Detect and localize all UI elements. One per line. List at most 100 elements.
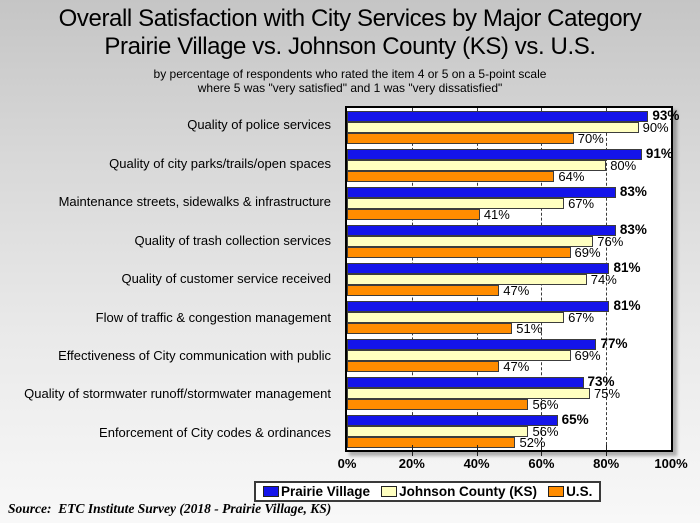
bar-johnson-county-ks bbox=[347, 235, 594, 247]
bar-value-label: 64% bbox=[558, 168, 585, 184]
bar-u-s bbox=[347, 322, 513, 334]
bar-prairie-village bbox=[347, 186, 616, 198]
bar-line: 56% bbox=[347, 396, 671, 412]
bar-value-label: 91% bbox=[645, 146, 673, 162]
bar-value-label: 51% bbox=[516, 320, 543, 336]
bar-line: 73% bbox=[347, 375, 671, 388]
x-axis-tick-label: 80% bbox=[593, 456, 620, 471]
bar-value-label: 77% bbox=[600, 336, 628, 352]
bar-prairie-village bbox=[347, 224, 616, 236]
axis-tick-outer bbox=[411, 452, 413, 456]
bar-prairie-village bbox=[347, 148, 642, 160]
bar-u-s bbox=[347, 436, 516, 448]
bar-line: 93% bbox=[347, 109, 679, 122]
bar-line: 75% bbox=[347, 385, 671, 401]
subtitle-block: by percentage of respondents who rated t… bbox=[0, 67, 700, 96]
bar-line: 47% bbox=[347, 358, 671, 374]
bar-value-label: 75% bbox=[594, 385, 621, 401]
legend-label: Prairie Village bbox=[281, 484, 371, 499]
bar-line: 67% bbox=[347, 195, 671, 211]
category-label: Quality of trash collection services bbox=[134, 232, 331, 248]
bar-line: 65% bbox=[347, 412, 671, 428]
bar-u-s bbox=[347, 170, 555, 182]
bar-line: 90% bbox=[347, 121, 671, 134]
bar-value-label: 69% bbox=[574, 244, 601, 260]
legend: Prairie Village Johnson County (KS) U.S. bbox=[254, 481, 602, 502]
axis-tick-outer bbox=[606, 452, 608, 456]
bar-group: 73% 75% 56% bbox=[347, 374, 671, 412]
bar-value-label: 83% bbox=[619, 184, 647, 200]
bar-line: 81% bbox=[347, 260, 671, 276]
bar-group: 65% 56% 52% bbox=[347, 412, 671, 450]
legend-label: Johnson County (KS) bbox=[399, 484, 538, 499]
title-block: Overall Satisfaction with City Services … bbox=[0, 5, 700, 96]
category-label: Enforcement of City codes & ordinances bbox=[99, 424, 331, 440]
x-axis-tick-label: 100% bbox=[654, 456, 688, 471]
bar-value-label: 70% bbox=[577, 130, 604, 146]
chart-title-line1: Overall Satisfaction with City Services … bbox=[58, 5, 642, 32]
bar-value-label: 81% bbox=[613, 260, 641, 276]
bar-group: 93% 90% 70% bbox=[347, 108, 679, 146]
legend-item-johnson-county-ks: Johnson County (KS) bbox=[381, 484, 537, 499]
bar-line: 81% bbox=[347, 298, 671, 314]
bar-line: 64% bbox=[347, 168, 671, 184]
axis-tick bbox=[411, 445, 413, 450]
bar-value-label: 67% bbox=[568, 195, 595, 211]
bar-u-s bbox=[347, 208, 480, 220]
x-axis-tick-label: 20% bbox=[398, 456, 425, 471]
axis-tick bbox=[606, 445, 608, 450]
bar-u-s bbox=[347, 246, 571, 258]
x-axis-tick-label: 0% bbox=[337, 456, 357, 471]
legend-item-u-s: U.S. bbox=[548, 484, 592, 499]
bar-value-label: 52% bbox=[519, 434, 546, 450]
bar-value-label: 69% bbox=[574, 347, 601, 363]
bar-value-label: 65% bbox=[561, 412, 589, 428]
axis-tick-outer bbox=[541, 452, 543, 456]
bar-group: 83% 67% 41% bbox=[347, 184, 671, 222]
x-axis-tick-label: 60% bbox=[528, 456, 555, 471]
bar-value-label: 41% bbox=[483, 206, 510, 222]
bar-u-s bbox=[347, 284, 500, 296]
legend-label: U.S. bbox=[566, 484, 593, 499]
axis-tick bbox=[476, 445, 478, 450]
axis-tick-outer bbox=[476, 452, 478, 456]
bar-value-label: 81% bbox=[613, 298, 641, 314]
bar-value-label: 56% bbox=[532, 396, 559, 412]
bar-u-s bbox=[347, 132, 574, 144]
bar-line: 77% bbox=[347, 336, 671, 352]
bar-line: 52% bbox=[347, 434, 671, 450]
bar-prairie-village bbox=[347, 110, 649, 122]
bar-value-label: 56% bbox=[532, 423, 559, 439]
bar-line: 91% bbox=[347, 146, 673, 162]
category-label: Effectiveness of City communication with… bbox=[58, 348, 331, 364]
category-axis: Quality of police services Quality of cit… bbox=[0, 106, 338, 452]
legend-swatch-u-s bbox=[548, 486, 565, 497]
bar-line: 47% bbox=[347, 282, 671, 298]
bar-value-label: 93% bbox=[652, 108, 680, 124]
bar-line: 69% bbox=[347, 347, 671, 363]
bar-group: 83% 76% 69% bbox=[347, 222, 671, 260]
legend-swatch-johnson-county-ks bbox=[381, 486, 398, 497]
bar-value-label: 47% bbox=[503, 282, 530, 298]
bar-value-label: 47% bbox=[503, 358, 530, 374]
bar-group: 91% 80% 64% bbox=[347, 146, 673, 184]
chart-title-line2: Prairie Village vs. Johnson County (KS) … bbox=[104, 33, 596, 61]
plot-area: 93% 90% 70% 91% 80% 64% 83% 67% 41% 83% 76% 69% 81% 7… bbox=[345, 106, 679, 452]
bar-johnson-county-ks bbox=[347, 121, 639, 133]
axis-tick bbox=[541, 445, 543, 450]
bar-value-label: 67% bbox=[568, 309, 595, 325]
bar-group: 81% 74% 47% bbox=[347, 260, 671, 298]
bar-line: 76% bbox=[347, 235, 671, 248]
bar-line: 69% bbox=[347, 244, 671, 260]
bar-prairie-village bbox=[347, 262, 610, 274]
bar-johnson-county-ks bbox=[347, 197, 565, 209]
legend-swatch-prairie-village bbox=[263, 486, 279, 497]
bar-value-label: 80% bbox=[610, 157, 637, 173]
bar-prairie-village bbox=[347, 414, 558, 426]
bar-u-s bbox=[347, 360, 500, 372]
bar-u-s bbox=[347, 398, 529, 410]
x-axis-tick-label: 40% bbox=[463, 456, 490, 471]
category-label: Quality of police services bbox=[187, 117, 331, 133]
legend-item-prairie-village: Prairie Village bbox=[263, 484, 370, 499]
